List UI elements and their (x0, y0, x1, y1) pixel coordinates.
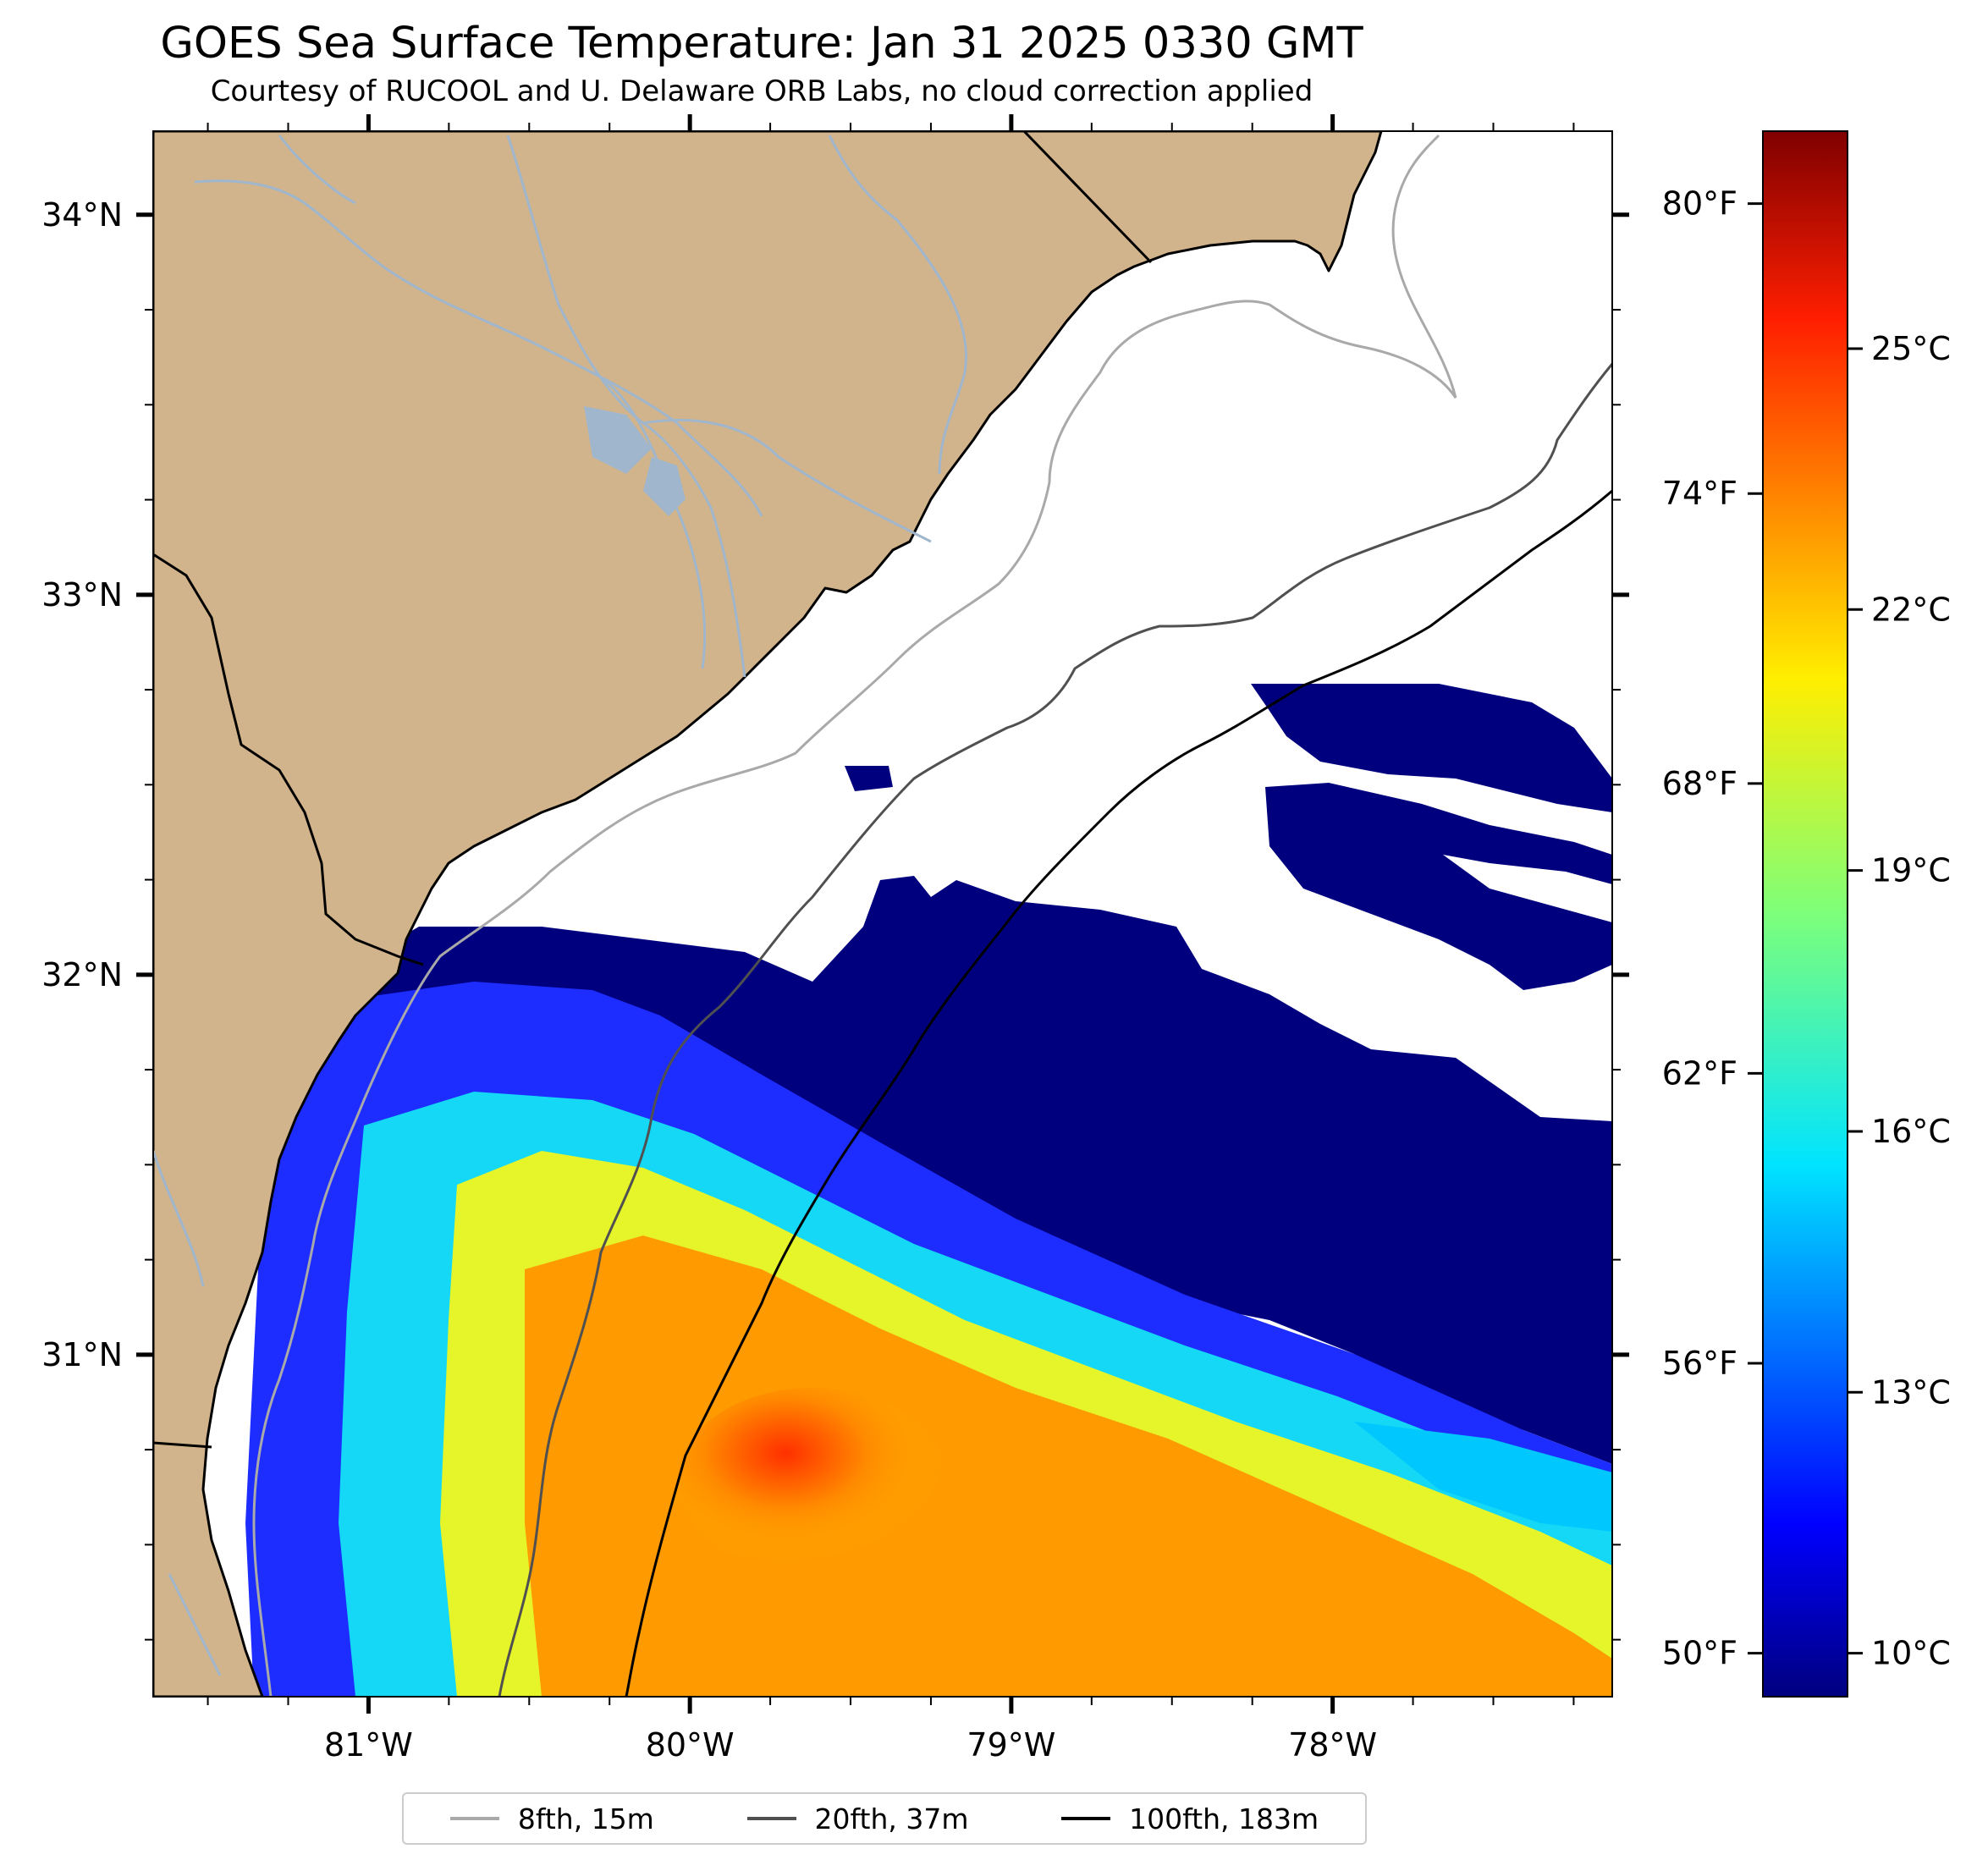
sst-orange-core (525, 1235, 1612, 1697)
river-7 (153, 1150, 205, 1287)
rivers (153, 135, 967, 1676)
river-8 (168, 1573, 222, 1676)
celsius-tick-label: 22°C (1871, 591, 1951, 628)
state-line-sc-ga (153, 553, 424, 966)
isobath-20fth (498, 363, 1612, 1697)
legend-entry-20fth: 20fth, 37m (746, 1802, 969, 1835)
river-4 (642, 418, 932, 543)
sst-cold-patch-small (845, 766, 893, 791)
colorbar-ticks: 10°C 13°C 16°C 19°C 22°C 25°C 50°F 56°F 62°F 68°F… (1662, 185, 1951, 1672)
map-plot-area (153, 131, 1612, 1697)
legend-swatch-8fth (449, 1817, 499, 1820)
legend-entry-100fth: 100fth, 183m (1061, 1802, 1319, 1835)
river-2 (278, 135, 356, 205)
reservoir-2 (643, 457, 686, 516)
isobath-legend: 8fth, 15m 20fth, 37m 100fth, 183m (402, 1792, 1367, 1845)
state-line-ga-fl (153, 1441, 212, 1449)
sst-cold-patch-mid (1265, 783, 1612, 990)
lon-tick-label: 80°W (646, 1726, 735, 1764)
celsius-tick-label: 25°C (1871, 330, 1951, 367)
colorbar (1762, 130, 1848, 1698)
river-5 (828, 135, 967, 475)
lon-tick-label: 79°W (966, 1726, 1055, 1764)
fahrenheit-tick-label: 68°F (1662, 765, 1737, 802)
map-subtitle: Courtesy of RUCOOL and U. Delaware ORB L… (210, 74, 1313, 108)
reservoir (584, 406, 652, 474)
celsius-tick-label: 19°C (1871, 852, 1951, 889)
isobaths (252, 134, 1612, 1697)
fahrenheit-tick-label: 50°F (1662, 1635, 1737, 1672)
sst-cyan-streak-east (1354, 1422, 1612, 1532)
sst-field (245, 684, 1612, 1697)
map-frame (152, 130, 1613, 1698)
lat-tick-label: 32°N (41, 956, 123, 993)
sst-cold-patch-north (1251, 684, 1612, 812)
celsius-tick-label: 13°C (1871, 1373, 1951, 1411)
sst-red-core (677, 1388, 948, 1574)
celsius-tick-label: 10°C (1871, 1635, 1951, 1672)
fahrenheit-tick-label: 62°F (1662, 1054, 1737, 1092)
fahrenheit-tick-label: 74°F (1662, 475, 1737, 512)
legend-label-20fth: 20fth, 37m (814, 1802, 969, 1835)
isobath-8fth (252, 134, 1457, 1697)
land-mass (153, 131, 1383, 1697)
lat-tick-label: 31°N (41, 1336, 123, 1373)
legend-swatch-100fth (1061, 1817, 1111, 1820)
river-3 (506, 135, 746, 678)
fahrenheit-tick-label: 80°F (1662, 185, 1737, 223)
axis-labels: 81°W 80°W 79°W 78°W 34°N 33°N 32°N 31°N (41, 196, 1377, 1764)
lat-tick-label: 34°N (41, 196, 123, 234)
legend-label-8fth: 8fth, 15m (517, 1802, 654, 1835)
isobath-100fth (625, 489, 1612, 1697)
lon-tick-label: 81°W (324, 1726, 413, 1764)
fahrenheit-tick-label: 56°F (1662, 1345, 1737, 1382)
map-title: GOES Sea Surface Temperature: Jan 31 202… (160, 19, 1363, 69)
legend-label-100fth: 100fth, 183m (1129, 1802, 1319, 1835)
lon-tick-label: 78°W (1288, 1726, 1377, 1764)
lat-tick-label: 33°N (41, 576, 123, 614)
river-1 (194, 179, 763, 517)
state-boundaries (153, 131, 1153, 1449)
celsius-tick-label: 16°C (1871, 1113, 1951, 1150)
legend-swatch-20fth (746, 1817, 796, 1820)
state-line-nc-sc (1022, 131, 1153, 264)
axis-ticks (136, 114, 1629, 1714)
legend-entry-8fth: 8fth, 15m (449, 1802, 654, 1835)
